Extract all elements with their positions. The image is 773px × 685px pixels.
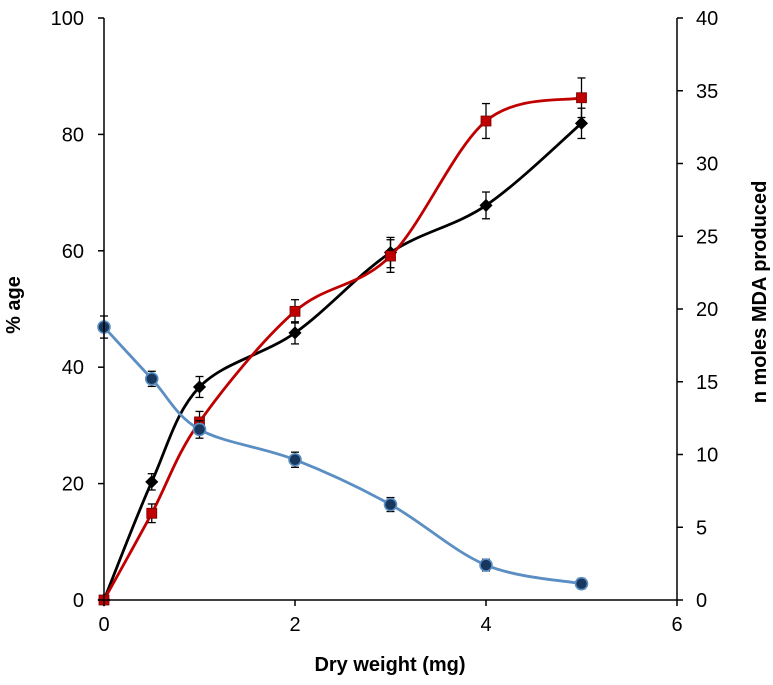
y-right-tick-label: 5 [696,517,707,539]
series-line [102,122,583,601]
y-left-tick-label: 100 [51,8,84,30]
data-point-circle [144,372,159,386]
y-left-tick-label: 20 [62,474,84,496]
axes-layer [103,18,678,601]
data-point-circle [288,452,302,467]
data-point-circle [383,497,398,512]
data-point-diamond [288,326,302,340]
data-point-diamond [192,380,207,394]
data-point-square [576,92,587,104]
data-point-diamond [145,475,159,489]
series-diamond [97,107,589,607]
y-right-tick-label: 15 [696,372,718,394]
y-right-tick-label: 10 [696,445,718,467]
x-axis-title: Dry weight (mg) [314,654,465,676]
data-point-square [146,507,158,519]
data-point-square [385,250,396,262]
series-circle [97,315,589,591]
data-point-circle [479,558,493,572]
series-line [102,96,582,601]
y-right-tick-label: 40 [696,8,718,30]
x-tick-label: 0 [98,614,109,636]
y-right-tick-label: 25 [696,226,718,248]
data-point-circle [574,576,589,591]
y-right-tick-label: 30 [696,154,718,176]
y-right-tick-label: 35 [696,81,718,103]
y-right-tick-label: 0 [696,590,707,612]
series-square [98,77,587,606]
y-left-tick-label: 60 [62,241,84,263]
x-tick-label: 4 [480,614,491,636]
data-point-diamond [479,198,493,212]
y-left-tick-label: 40 [62,357,84,379]
data-point-circle [192,422,207,437]
data-point-square [289,305,301,317]
y-axis-left-title: % age [3,276,25,334]
x-tick-label: 6 [671,614,682,636]
data-point-square [480,115,492,127]
series-layer [97,77,589,607]
y-left-tick-label: 0 [73,590,84,612]
y-axis-right-title: n moles MDA produced [749,181,771,404]
x-tick-label: 2 [289,614,300,636]
y-right-tick-label: 20 [696,299,718,321]
y-left-tick-label: 80 [62,124,84,146]
data-point-diamond [574,116,589,130]
series-line [102,326,582,586]
